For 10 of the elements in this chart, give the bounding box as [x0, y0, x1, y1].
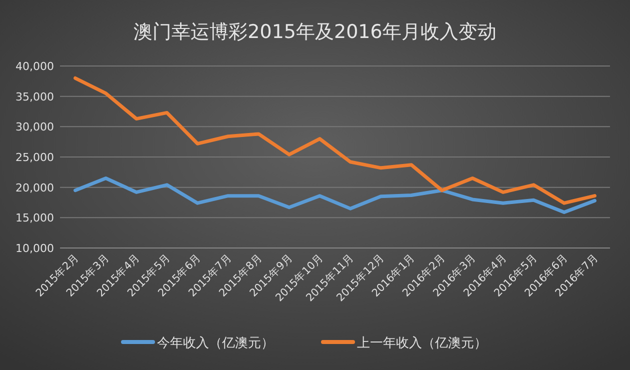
y-tick-label: 40,000 [16, 60, 54, 73]
y-tick-label: 15,000 [16, 212, 54, 225]
y-tick-label: 20,000 [16, 181, 54, 194]
chart-title: 澳门幸运博彩2015年及2016年月收入变动 [134, 21, 496, 43]
legend-label: 上一年收入（亿澳元） [357, 336, 487, 351]
y-tick-label: 30,000 [16, 120, 54, 134]
y-tick-label: 25,000 [16, 151, 54, 164]
y-tick-label: 35,000 [16, 90, 54, 104]
y-tick-label: 10,000 [16, 242, 54, 255]
legend-label: 今年收入（亿澳元） [157, 336, 274, 351]
